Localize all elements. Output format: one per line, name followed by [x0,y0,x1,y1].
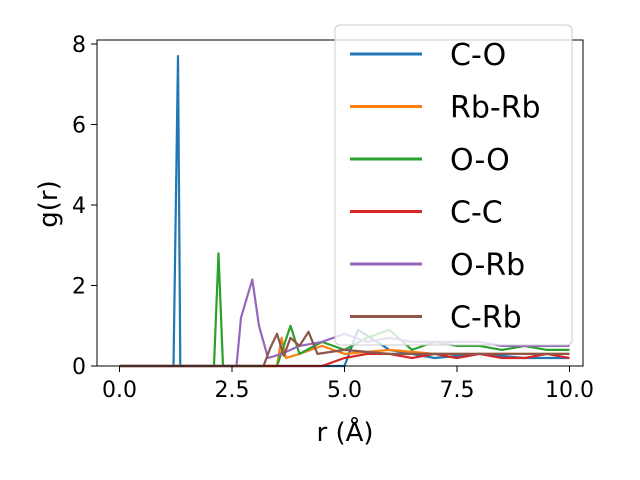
legend-label-3: C-C [450,196,503,231]
x-tick-label: 10.0 [545,378,594,403]
y-tick-label: 2 [72,275,86,300]
x-axis-ticks: 0.0 2.5 5.0 7.5 10.0 [102,366,594,403]
legend-label-5: C-Rb [450,301,522,336]
x-tick-label: 5.0 [327,378,362,403]
x-axis-label: r (Å) [316,416,373,448]
legend: C-O Rb-Rb O-O C-C O-Rb C-Rb [334,24,573,346]
x-tick-label: 2.5 [215,378,250,403]
y-axis-ticks: 0 2 4 6 8 [72,33,97,380]
y-axis-label: g(r) [34,180,64,227]
legend-label-2: O-O [450,143,510,178]
y-tick-label: 6 [72,114,86,139]
legend-label-1: Rb-Rb [450,91,541,126]
y-tick-label: 0 [72,355,86,380]
y-tick-label: 8 [72,33,86,58]
series-line-5 [119,330,570,368]
legend-label-4: O-Rb [450,248,525,283]
legend-label-0: C-O [450,38,506,73]
x-tick-label: 0.0 [102,378,137,403]
y-tick-label: 4 [72,194,86,219]
x-tick-label: 7.5 [440,378,475,403]
legend-box [334,24,573,346]
